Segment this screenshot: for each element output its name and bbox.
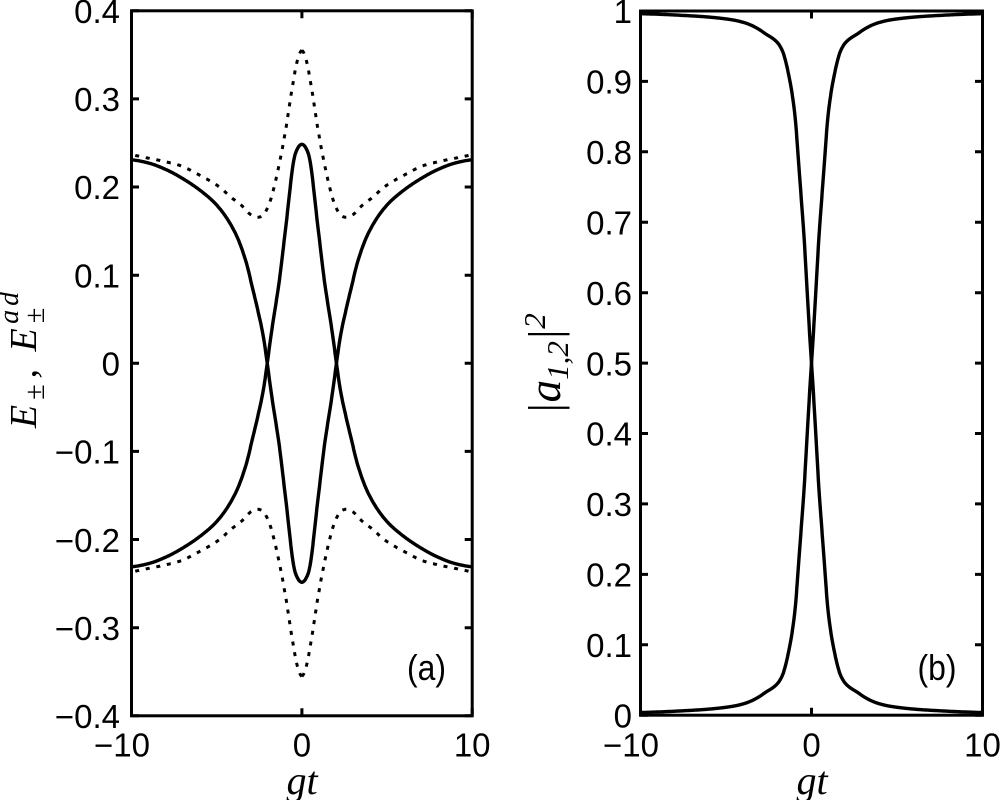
svg-text:0: 0 — [614, 697, 632, 734]
svg-text:−10: −10 — [603, 727, 659, 764]
svg-text:−0.4: −0.4 — [55, 698, 120, 735]
svg-text:0.4: 0.4 — [74, 0, 120, 30]
svg-text:gt: gt — [286, 758, 318, 800]
svg-text:0.3: 0.3 — [74, 81, 120, 118]
svg-text:0.1: 0.1 — [586, 627, 632, 664]
svg-text:0.8: 0.8 — [586, 134, 632, 171]
svg-text:0: 0 — [293, 727, 311, 764]
svg-text:0.3: 0.3 — [586, 486, 632, 523]
svg-text:0.2: 0.2 — [74, 169, 120, 206]
svg-text:−0.3: −0.3 — [55, 610, 120, 647]
svg-text:0: 0 — [102, 346, 120, 383]
svg-text:−0.2: −0.2 — [55, 522, 120, 559]
svg-text:−10: −10 — [94, 727, 150, 764]
svg-text:0.5: 0.5 — [586, 345, 632, 382]
svg-text:0.9: 0.9 — [586, 64, 632, 101]
svg-text:−0.1: −0.1 — [55, 434, 120, 471]
svg-text:(b): (b) — [918, 647, 957, 688]
svg-text:10: 10 — [454, 727, 491, 764]
svg-text:1: 1 — [614, 0, 632, 30]
svg-text:0.6: 0.6 — [586, 275, 632, 312]
svg-text:(a): (a) — [407, 647, 446, 688]
svg-text:0.7: 0.7 — [586, 205, 632, 242]
svg-text:E±, E±ad: E±, E±ad — [0, 288, 51, 429]
svg-text:0.1: 0.1 — [74, 257, 120, 294]
svg-text:0.4: 0.4 — [586, 416, 632, 453]
svg-text:gt: gt — [796, 758, 828, 800]
svg-text:10: 10 — [964, 727, 1000, 764]
svg-text:0: 0 — [802, 727, 820, 764]
svg-text:0.2: 0.2 — [586, 557, 632, 594]
